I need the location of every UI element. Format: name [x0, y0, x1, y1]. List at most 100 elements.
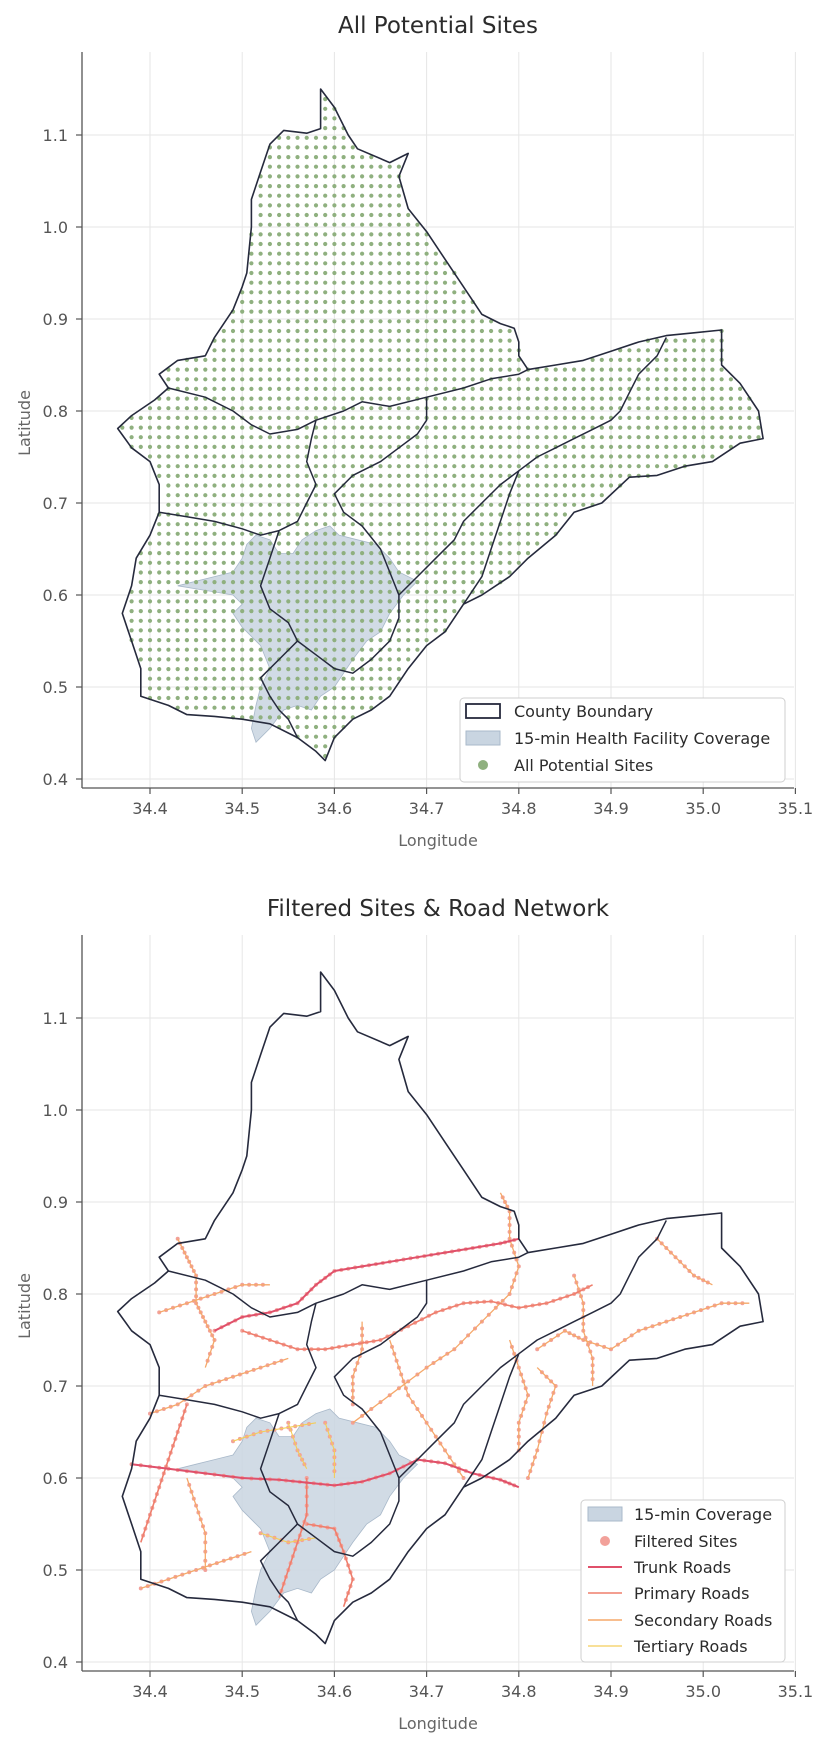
potential-site	[350, 290, 355, 295]
potential-site	[608, 396, 614, 401]
potential-site	[350, 145, 355, 150]
potential-site	[323, 580, 328, 585]
potential-site	[415, 357, 420, 362]
potential-site	[295, 212, 300, 218]
potential-site	[424, 270, 429, 276]
potential-site	[415, 232, 420, 237]
potential-site	[332, 551, 337, 556]
potential-site	[562, 377, 568, 382]
potential-site	[147, 551, 153, 556]
potential-site	[387, 580, 392, 585]
y-tick-label: 0.6	[43, 586, 68, 605]
potential-site	[378, 425, 383, 430]
potential-site	[387, 299, 392, 305]
potential-site	[166, 647, 171, 652]
potential-site	[719, 444, 724, 449]
potential-site	[710, 338, 715, 343]
potential-site	[756, 425, 761, 430]
potential-site	[258, 473, 263, 478]
potential-site	[258, 695, 263, 701]
potential-site	[240, 454, 245, 459]
potential-site	[387, 522, 392, 527]
potential-site	[304, 531, 309, 536]
tertiary-road	[260, 1532, 317, 1543]
x-tick-label: 34.8	[501, 799, 537, 818]
potential-site	[590, 464, 595, 469]
potential-site	[442, 444, 448, 449]
potential-site	[433, 299, 438, 305]
potential-site	[221, 444, 226, 449]
potential-site	[747, 415, 752, 420]
potential-site	[378, 290, 383, 295]
potential-site	[507, 415, 512, 420]
potential-site	[240, 425, 245, 430]
potential-site	[277, 464, 282, 469]
potential-site	[138, 647, 143, 652]
potential-site	[461, 512, 466, 517]
potential-site	[166, 396, 171, 401]
potential-site	[184, 667, 189, 672]
potential-site	[230, 502, 236, 507]
potential-site	[516, 502, 521, 507]
potential-site	[710, 396, 715, 401]
potential-site	[175, 464, 180, 469]
potential-site	[535, 425, 540, 430]
potential-site	[277, 377, 282, 382]
potential-site	[433, 570, 438, 575]
potential-site	[267, 386, 272, 391]
potential-site	[590, 357, 595, 362]
potential-site	[194, 589, 199, 594]
potential-site	[341, 357, 346, 362]
potential-site	[184, 551, 189, 556]
potential-site	[525, 435, 531, 440]
y-tick-label: 0.5	[43, 1561, 68, 1580]
potential-site	[221, 686, 226, 691]
potential-site	[544, 435, 549, 440]
potential-site	[277, 396, 282, 401]
potential-site	[489, 338, 494, 343]
potential-site	[498, 570, 503, 575]
potential-site	[313, 676, 319, 681]
potential-site	[387, 415, 392, 420]
potential-site	[396, 522, 401, 527]
potential-site	[682, 425, 687, 430]
potential-site	[230, 686, 236, 691]
potential-site	[286, 299, 291, 305]
potential-site	[387, 377, 392, 382]
legend-label-primary: Primary Roads	[634, 1584, 749, 1603]
potential-site	[701, 367, 706, 372]
potential-site	[627, 464, 632, 469]
potential-site	[295, 541, 300, 546]
potential-site	[489, 435, 494, 440]
potential-site	[369, 512, 374, 517]
potential-site	[286, 184, 291, 189]
potential-site	[645, 454, 651, 459]
potential-site	[562, 386, 568, 391]
potential-site	[415, 473, 420, 478]
potential-site	[267, 415, 272, 420]
potential-site	[304, 164, 309, 169]
potential-site	[406, 435, 411, 440]
potential-site	[562, 502, 568, 507]
potential-site	[710, 444, 715, 449]
potential-site	[387, 338, 392, 343]
potential-site	[341, 715, 346, 720]
potential-site	[608, 357, 614, 362]
potential-site	[157, 415, 162, 420]
potential-site	[461, 570, 466, 575]
potential-site	[313, 280, 319, 285]
potential-site	[535, 464, 540, 469]
potential-site	[212, 541, 217, 546]
potential-site	[277, 232, 282, 237]
potential-site	[212, 348, 217, 353]
potential-site	[258, 522, 263, 527]
potential-site	[240, 522, 245, 527]
potential-site	[442, 396, 448, 401]
potential-site	[295, 155, 300, 160]
potential-site	[378, 212, 383, 218]
potential-site	[267, 512, 272, 517]
potential-site	[313, 184, 319, 189]
potential-site	[221, 464, 226, 469]
potential-site	[442, 386, 448, 391]
potential-site	[673, 386, 678, 391]
